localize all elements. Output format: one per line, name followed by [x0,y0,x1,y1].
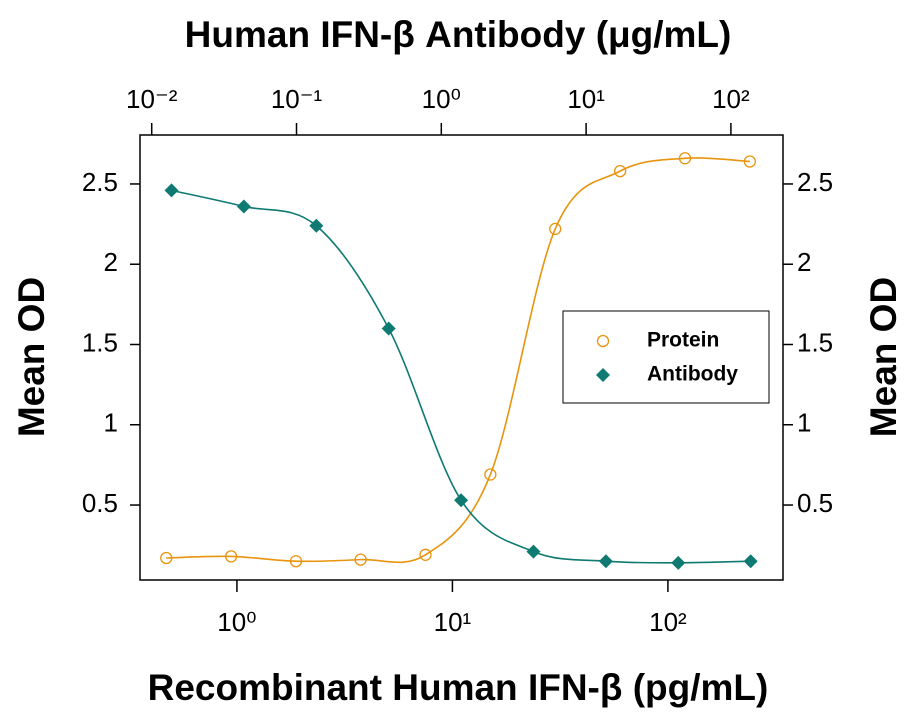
top-axis-title: Human IFN-β Antibody (μg/mL) [185,14,732,55]
y-tick-label: 2.5 [82,167,118,197]
x-tick-label: 10² [649,607,687,637]
y-tick-label: 0.5 [82,488,118,518]
diamond-marker [236,199,251,214]
circle-marker [549,222,562,236]
y-tick-label: 1.5 [82,327,118,357]
circle-marker [160,551,173,565]
y2-tick-label: 0.5 [797,488,833,518]
bottom-axis-title: Recombinant Human IFN-β (pg/mL) [148,667,769,708]
legend-label: Protein [647,329,719,352]
circle-marker [678,152,692,165]
legend-marker [596,368,610,382]
plot-frame [139,134,784,581]
diamond-marker [671,555,686,570]
circle-marker [419,548,432,561]
x2-tick-label: 10² [712,84,750,114]
y-tick-label: 1 [104,408,118,438]
legend-box [562,310,770,404]
diamond-marker [526,544,541,559]
y-axis-title: Mean OD [11,277,52,437]
circle-marker [613,164,627,178]
diamond-marker [309,218,324,233]
legend-marker [596,334,610,348]
fit-curve [166,157,750,564]
legend-label: Antibody [647,363,738,386]
x2-tick-label: 10⁰ [422,84,461,114]
circle-marker [289,555,303,568]
y-tick-label: 2 [104,247,118,277]
y2-tick-label: 1.5 [797,327,833,357]
x-tick-label: 10¹ [434,607,472,637]
diamond-marker [164,183,179,198]
x2-tick-label: 10⁻¹ [271,84,323,114]
diamond-marker [598,554,613,569]
y2-tick-label: 1 [797,408,811,438]
fit-curve [171,189,751,564]
diamond-marker [454,493,469,508]
y2-tick-label: 2 [797,247,811,277]
diamond-marker [743,554,758,569]
circle-marker [354,553,367,566]
x2-tick-label: 10¹ [567,84,605,114]
diamond-marker [381,321,396,336]
circle-marker [224,550,238,563]
x2-tick-label: 10⁻² [126,84,178,114]
y2-axis-title: Mean OD [863,277,904,437]
x-tick-label: 10⁰ [217,607,256,637]
y2-tick-label: 2.5 [797,167,833,197]
circle-marker [484,468,497,481]
circle-marker [743,155,757,168]
